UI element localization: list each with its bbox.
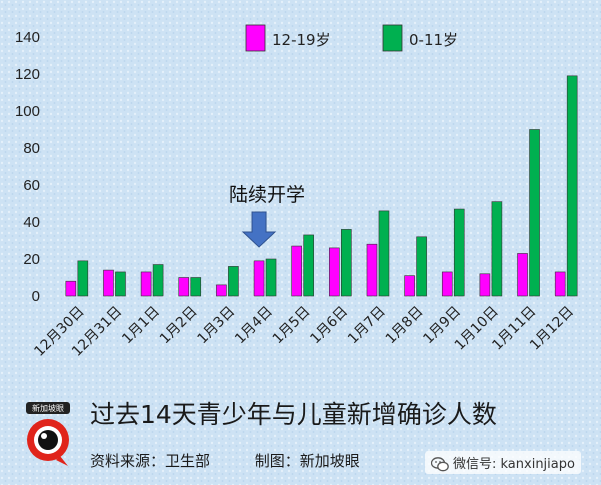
legend-label: 0-11岁	[409, 31, 458, 49]
y-tick-label: 40	[23, 214, 40, 231]
bar-age-12-19	[404, 275, 415, 297]
bar-age-0-11	[529, 129, 540, 297]
bar-age-12-19	[517, 253, 528, 297]
x-tick-label: 1月2日	[157, 304, 201, 348]
x-tick-label: 1月6日	[307, 304, 351, 348]
bar-age-12-19	[291, 245, 302, 297]
bar-age-0-11	[115, 271, 126, 297]
annotation-text: 陆续开学	[229, 184, 305, 206]
bar-age-0-11	[378, 210, 390, 297]
source-line: 资料来源：卫生部 制图：新加坡眼	[90, 450, 400, 471]
logo-text: 新加坡眼	[32, 403, 64, 413]
chart-caption: 过去14天青少年与儿童新增确诊人数	[90, 400, 497, 429]
legend-swatch	[245, 24, 266, 52]
y-tick-label: 20	[23, 251, 40, 268]
y-tick-label: 0	[32, 288, 40, 305]
legend-label: 12-19岁	[272, 31, 331, 49]
made-by-text: 制图：新加坡眼	[254, 452, 360, 470]
bar-age-12-19	[216, 284, 227, 297]
bar-age-12-19	[140, 271, 152, 297]
bar-age-0-11	[453, 208, 465, 297]
x-tick-label: 1月1日	[119, 304, 163, 348]
y-tick-label: 100	[15, 103, 40, 120]
y-tick-label: 60	[23, 177, 40, 194]
watermark-text: 微信号: kanxinjiapo	[453, 457, 575, 472]
x-tick-label: 1月3日	[195, 304, 239, 348]
bar-age-0-11	[228, 266, 239, 297]
annotation-arrow-icon	[241, 211, 277, 248]
bar-chart: 02040608010012014012月30日12月31日1月1日1月2日1月…	[15, 24, 578, 360]
wechat-icon	[431, 457, 449, 472]
x-tick-label: 1月8日	[383, 304, 427, 348]
y-tick-label: 80	[23, 140, 40, 157]
bar-age-0-11	[341, 229, 352, 297]
bar-age-12-19	[253, 260, 265, 297]
bar-age-0-11	[566, 75, 578, 297]
bar-age-12-19	[366, 243, 378, 297]
legend-swatch	[382, 24, 403, 52]
bar-age-12-19	[178, 277, 190, 297]
source-text: 资料来源：卫生部	[90, 452, 211, 470]
bar-age-0-11	[416, 236, 427, 297]
x-tick-label: 1月4日	[232, 304, 276, 348]
bar-age-0-11	[190, 277, 202, 297]
bar-age-12-19	[441, 271, 453, 297]
bar-age-0-11	[77, 260, 89, 297]
y-tick-label: 120	[15, 66, 40, 83]
bar-age-12-19	[103, 269, 114, 297]
bar-age-0-11	[303, 234, 314, 297]
x-tick-label: 1月7日	[345, 304, 389, 348]
bar-age-12-19	[554, 271, 566, 297]
bar-age-12-19	[65, 280, 77, 297]
bar-age-0-11	[152, 264, 164, 297]
bar-age-0-11	[265, 258, 277, 297]
eye-logo-icon: 新加坡眼	[26, 402, 70, 466]
x-tick-label: 1月5日	[270, 304, 314, 348]
y-tick-label: 140	[15, 29, 40, 46]
bar-age-0-11	[491, 201, 503, 297]
wechat-watermark: 微信号: kanxinjiapo	[425, 451, 581, 474]
bar-age-12-19	[479, 273, 491, 297]
bar-age-12-19	[329, 247, 340, 297]
